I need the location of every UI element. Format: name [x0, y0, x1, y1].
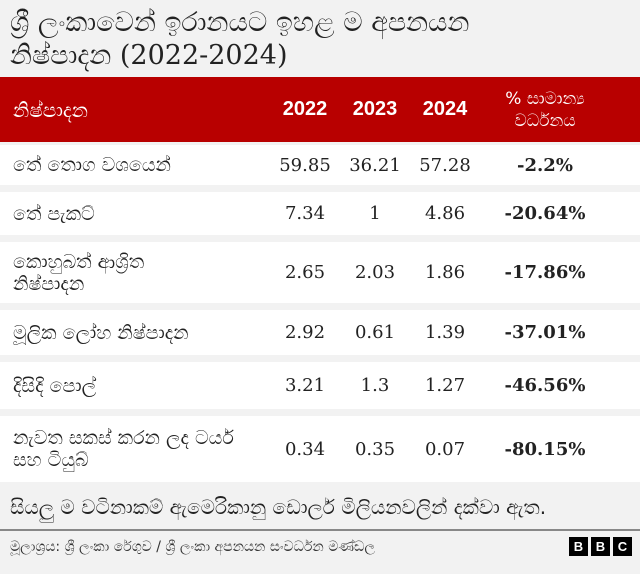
- growth-value: -20.64%: [504, 203, 586, 224]
- title-line-2: නිෂ්පාදන (2022-2024): [10, 39, 630, 72]
- header-2022: 2022: [282, 98, 328, 120]
- header-product: නිෂ්පාදන: [13, 97, 89, 122]
- value-2022: 2.65: [284, 262, 326, 283]
- growth-value: -17.86%: [504, 262, 586, 283]
- value-2023: 36.21: [349, 154, 401, 176]
- header-growth-line-2: වර්ධනය: [514, 110, 576, 131]
- bbc-logo-letter: B: [591, 537, 610, 556]
- source-text: මූලාශ්‍රය: ශ්‍රී ලංකා රේගුව / ශ්‍රී ලංකා…: [10, 538, 376, 555]
- header-2023: 2023: [352, 98, 398, 120]
- table-row: කොහුබත් ආශ්‍රිත නිෂ්පාදන 2.65 2.03 1.86 …: [0, 242, 640, 303]
- header-growth-line-1: % සාමාන්‍ය: [505, 88, 585, 109]
- value-2024: 1.39: [424, 322, 466, 343]
- product-name: තේ පැකට්: [13, 202, 95, 225]
- growth-value: -2.2%: [517, 154, 573, 176]
- growth-value: -80.15%: [504, 438, 586, 460]
- value-2023: 0.35: [354, 438, 396, 460]
- value-2023: 1.3: [360, 375, 390, 396]
- value-2024: 4.86: [424, 203, 466, 224]
- value-2024: 57.28: [419, 154, 471, 176]
- product-name: කොහුබත් ආශ්‍රිත නිෂ්පාදන: [13, 250, 145, 295]
- value-2022: 0.34: [284, 438, 326, 460]
- value-2022: 3.21: [284, 375, 326, 396]
- table-row: තේ පැකට් 7.34 1 4.86 -20.64%: [0, 192, 640, 235]
- value-2023: 0.61: [354, 322, 396, 343]
- value-2024: 1.27: [424, 375, 466, 396]
- source-bar: මූලාශ්‍රය: ශ්‍රී ලංකා රේගුව / ශ්‍රී ලංකා…: [0, 531, 640, 556]
- growth-value: -37.01%: [504, 322, 586, 343]
- value-2022: 59.85: [279, 154, 331, 176]
- product-name: නැවත සකස් කරන ලද ටයර් සහ ටියුබ්: [13, 427, 234, 471]
- footnote: සියලු ම වටිනාකම් ඇමෙරිකානු ඩොලර් මිලියනව…: [10, 495, 547, 519]
- bbc-logo-letter: B: [569, 537, 588, 556]
- product-name: දිසිදි පොල්: [13, 374, 97, 397]
- growth-value: -46.56%: [504, 375, 586, 396]
- table-row: තේ තොග වශයෙන් 59.85 36.21 57.28 -2.2%: [0, 145, 640, 185]
- value-2024: 0.07: [424, 438, 466, 460]
- value-2023: 2.03: [354, 262, 396, 283]
- bbc-logo-letter: C: [613, 537, 632, 556]
- header-growth: % සාමාන්‍ය වර්ධනය: [480, 88, 640, 132]
- value-2024: 1.86: [424, 262, 466, 283]
- table-row: මූලික ලෝහ නිෂ්පාදන 2.92 0.61 1.39 -37.01…: [0, 310, 640, 355]
- product-name: මූලික ලෝහ නිෂ්පාදන: [13, 321, 189, 344]
- value-2022: 7.34: [284, 203, 326, 224]
- header-2024: 2024: [422, 98, 468, 120]
- value-2023: 1: [369, 203, 381, 224]
- chart-title: ශ්‍රී ලංකාවෙන් ඉරානයට ඉහළ ම අපනයන නිෂ්පා…: [0, 0, 640, 72]
- footer-divider: [0, 529, 640, 531]
- table-body: තේ තොග වශයෙන් 59.85 36.21 57.28 -2.2% තේ…: [0, 142, 640, 482]
- title-years: (2022-2024): [119, 40, 288, 71]
- exports-table: නිෂ්පාදන 2022 2023 2024 % සාමාන්‍ය වර්ධන…: [0, 77, 640, 482]
- table-header: නිෂ්පාදන 2022 2023 2024 % සාමාන්‍ය වර්ධන…: [0, 77, 640, 142]
- bbc-logo: B B C: [569, 537, 632, 556]
- product-name: තේ තොග වශයෙන්: [13, 154, 171, 176]
- table-row: දිසිදි පොල් 3.21 1.3 1.27 -46.56%: [0, 362, 640, 409]
- value-2022: 2.92: [284, 322, 326, 343]
- table-row: නැවත සකස් කරන ලද ටයර් සහ ටියුබ් 0.34 0.3…: [0, 416, 640, 482]
- title-line-1: ශ්‍රී ලංකාවෙන් ඉරානයට ඉහළ ම අපනයන: [10, 7, 470, 38]
- title-line-2-text: නිෂ්පාදන: [10, 40, 112, 71]
